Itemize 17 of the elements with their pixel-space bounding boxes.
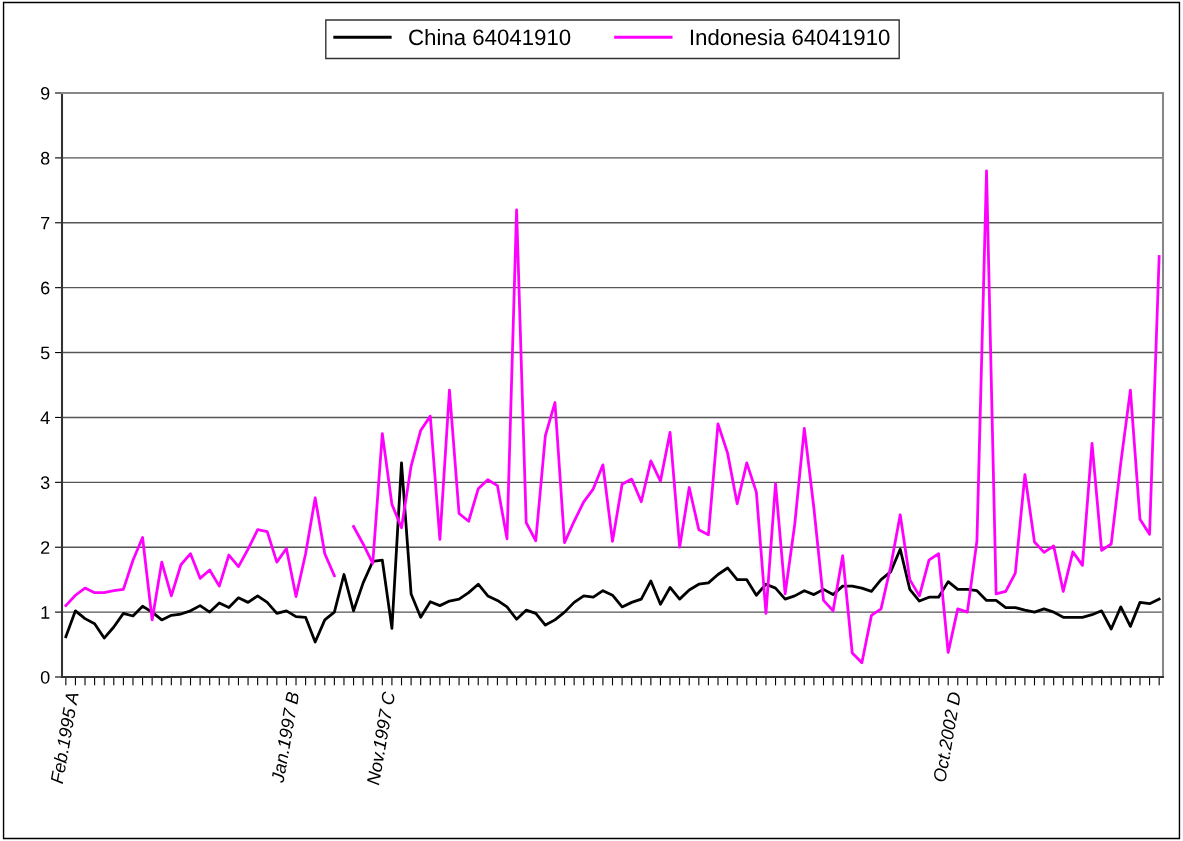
y-tick-label: 9	[41, 86, 50, 100]
y-tick-label: 7	[41, 216, 50, 230]
y-tick-label: 2	[41, 541, 50, 554]
x-tick-label: Jan.1997 B	[271, 691, 300, 784]
line-series	[64, 461, 1161, 644]
legend-label: China 64041910	[409, 28, 571, 46]
y-tick-label: 5	[40, 346, 50, 360]
x-tick-label: Oct.2002 D	[932, 691, 962, 783]
y-tick-label: 8	[40, 151, 50, 165]
y-tick-label: 4	[40, 411, 50, 424]
legend-label: Indonesia 64041910	[690, 28, 890, 46]
x-tick-label: Feb.1995 A	[49, 691, 79, 784]
y-tick-label: 0	[40, 670, 50, 684]
y-tick-label: 3	[40, 476, 50, 490]
y-tick-label: 6	[41, 281, 50, 295]
x-tick-label: Nov.1997 C	[366, 690, 396, 786]
y-tick-label: 1	[41, 606, 50, 619]
